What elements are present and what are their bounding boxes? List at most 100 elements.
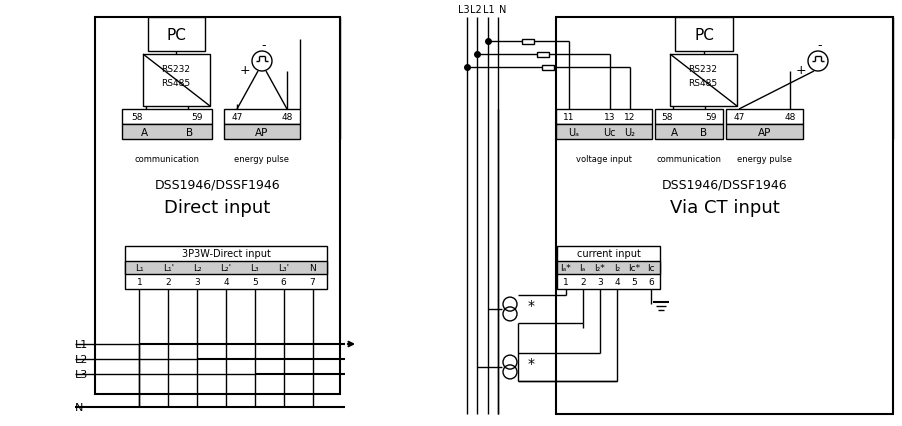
Text: 6: 6	[648, 277, 654, 286]
Text: energy pulse: energy pulse	[235, 154, 290, 163]
FancyBboxPatch shape	[556, 18, 892, 414]
Text: L2: L2	[470, 5, 482, 15]
Text: A: A	[141, 127, 148, 137]
FancyBboxPatch shape	[557, 262, 659, 274]
Text: 11: 11	[563, 113, 574, 122]
Text: 4: 4	[613, 277, 619, 286]
Text: L₁: L₁	[135, 263, 143, 272]
Text: 1: 1	[562, 277, 568, 286]
FancyBboxPatch shape	[556, 110, 651, 125]
Text: 4: 4	[223, 277, 228, 286]
Text: 7: 7	[309, 277, 315, 286]
FancyBboxPatch shape	[669, 55, 736, 107]
Text: Via CT input: Via CT input	[669, 199, 778, 216]
Text: RS485: RS485	[161, 78, 190, 87]
Text: 6: 6	[281, 277, 286, 286]
Text: A: A	[669, 127, 676, 137]
Text: PC: PC	[166, 27, 186, 43]
Text: current input: current input	[575, 248, 640, 259]
Text: N: N	[499, 5, 506, 15]
Text: 5: 5	[252, 277, 257, 286]
Text: 1: 1	[136, 277, 143, 286]
FancyBboxPatch shape	[537, 52, 548, 58]
Text: AP: AP	[255, 127, 269, 137]
Text: 3: 3	[596, 277, 603, 286]
Text: N: N	[308, 263, 316, 272]
FancyBboxPatch shape	[124, 262, 327, 274]
Text: B: B	[700, 127, 707, 137]
Text: Uᴄ: Uᴄ	[603, 127, 615, 137]
Text: Iₐ: Iₐ	[579, 263, 585, 272]
Text: DSS1946/DSSF1946: DSS1946/DSSF1946	[661, 178, 787, 191]
Text: L1: L1	[483, 5, 494, 15]
Text: communication: communication	[134, 154, 199, 163]
Text: L1: L1	[75, 339, 88, 349]
Text: -: -	[262, 40, 266, 52]
Text: 2: 2	[579, 277, 584, 286]
Text: 13: 13	[603, 113, 615, 122]
Text: 3: 3	[194, 277, 200, 286]
Text: L3: L3	[75, 369, 88, 379]
FancyBboxPatch shape	[148, 18, 205, 52]
Text: RS232: RS232	[161, 64, 189, 73]
FancyBboxPatch shape	[95, 18, 340, 394]
Text: L3: L3	[457, 5, 469, 15]
Text: 48: 48	[281, 113, 292, 122]
Text: 48: 48	[784, 113, 795, 122]
Text: 3P3W-Direct input: 3P3W-Direct input	[181, 248, 270, 259]
Text: N: N	[75, 402, 83, 412]
Text: Uₐ: Uₐ	[568, 127, 579, 137]
Text: +: +	[795, 63, 805, 76]
FancyBboxPatch shape	[557, 246, 659, 289]
FancyBboxPatch shape	[124, 246, 327, 289]
Text: +: +	[239, 63, 250, 76]
Text: L₂': L₂'	[220, 263, 231, 272]
Text: -: -	[817, 40, 822, 52]
Text: 59: 59	[191, 113, 203, 122]
Text: 59: 59	[704, 113, 716, 122]
Text: Iₐ*: Iₐ*	[559, 263, 570, 272]
Text: 58: 58	[131, 113, 143, 122]
FancyBboxPatch shape	[725, 125, 802, 140]
Text: I₂*: I₂*	[594, 263, 604, 272]
Text: communication: communication	[656, 154, 721, 163]
Text: 5: 5	[630, 277, 637, 286]
Text: *: *	[528, 298, 534, 312]
FancyBboxPatch shape	[675, 18, 732, 52]
Text: B: B	[186, 127, 193, 137]
Text: L₃: L₃	[250, 263, 259, 272]
Text: I₂: I₂	[613, 263, 620, 272]
Text: L₂: L₂	[193, 263, 201, 272]
Text: L₁': L₁'	[162, 263, 174, 272]
FancyBboxPatch shape	[556, 125, 651, 140]
Text: 47: 47	[732, 113, 744, 122]
Text: 2: 2	[165, 277, 170, 286]
FancyBboxPatch shape	[224, 110, 299, 125]
Text: 58: 58	[660, 113, 672, 122]
Text: 12: 12	[623, 113, 635, 122]
Text: energy pulse: energy pulse	[736, 154, 791, 163]
Text: *: *	[528, 356, 534, 370]
FancyBboxPatch shape	[122, 110, 212, 125]
FancyBboxPatch shape	[224, 125, 299, 140]
Text: voltage input: voltage input	[575, 154, 631, 163]
FancyBboxPatch shape	[122, 125, 212, 140]
Text: Direct input: Direct input	[164, 199, 271, 216]
Text: Iᴄ: Iᴄ	[647, 263, 655, 272]
FancyBboxPatch shape	[725, 110, 802, 125]
Text: RS485: RS485	[687, 78, 716, 87]
Text: U₂: U₂	[623, 127, 635, 137]
Text: AP: AP	[757, 127, 770, 137]
Text: L₃': L₃'	[278, 263, 289, 272]
Text: Iᴄ*: Iᴄ*	[628, 263, 640, 272]
Text: L2: L2	[75, 354, 88, 364]
FancyBboxPatch shape	[654, 110, 723, 125]
FancyBboxPatch shape	[542, 65, 554, 70]
Text: PC: PC	[694, 27, 713, 43]
FancyBboxPatch shape	[654, 125, 723, 140]
Text: DSS1946/DSSF1946: DSS1946/DSSF1946	[154, 178, 280, 191]
Text: RS232: RS232	[687, 64, 716, 73]
Text: 47: 47	[231, 113, 243, 122]
FancyBboxPatch shape	[143, 55, 210, 107]
FancyBboxPatch shape	[522, 40, 534, 44]
